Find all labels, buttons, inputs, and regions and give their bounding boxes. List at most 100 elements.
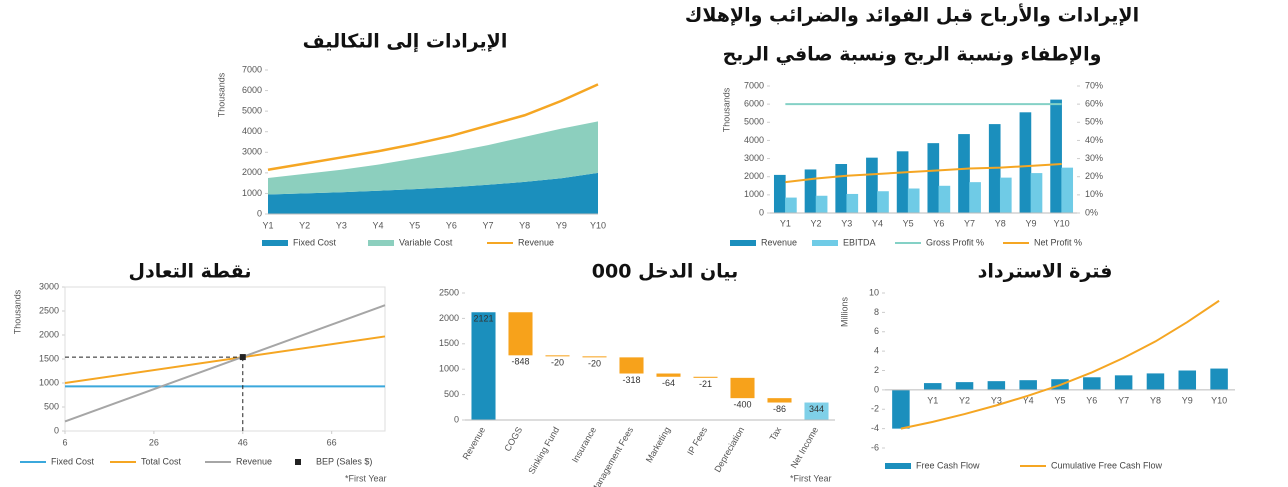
x-tick-label: Y1 — [927, 395, 938, 405]
x-tick-label: Y9 — [1182, 395, 1193, 405]
y-tick-label: 0 — [454, 414, 459, 424]
data-label: -848 — [511, 357, 529, 367]
chart-panel: الإيرادات والأرباح قبل الفوائد والضرائب … — [685, 4, 1139, 248]
x-tick-label: Y1 — [262, 220, 273, 230]
bar — [1114, 375, 1133, 390]
bar — [938, 185, 951, 213]
x-tick-label: Y10 — [1054, 218, 1070, 228]
data-label: -400 — [733, 400, 751, 410]
bar — [896, 151, 909, 213]
bar — [1210, 368, 1228, 390]
x-tick-label: Sinking Fund — [526, 425, 561, 476]
legend-swatch — [295, 459, 301, 465]
data-label: -318 — [622, 375, 640, 385]
x-tick-label: Y6 — [933, 218, 944, 228]
x-tick-label: Y4 — [372, 220, 383, 230]
x-tick-label: 66 — [327, 437, 337, 447]
y-tick-label: 6 — [874, 326, 879, 336]
y-tick-label: 2000 — [744, 171, 764, 181]
x-tick-label: Y7 — [1118, 395, 1129, 405]
chart-title: فترة الاسترداد — [978, 261, 1113, 283]
bar — [835, 164, 848, 213]
bar — [846, 193, 859, 213]
area — [268, 172, 598, 214]
y-tick-label: 2000 — [439, 313, 459, 323]
chart-panel: الإيرادات إلى التكاليف Thousands 0 1000 2000… — [216, 31, 606, 248]
legend-label: Revenue — [236, 456, 272, 466]
x-tick-label: IP Fees — [685, 425, 709, 457]
bar — [999, 177, 1012, 213]
y-tick-label: 1000 — [242, 188, 262, 198]
legend-label: Net Profit % — [1034, 237, 1082, 247]
x-tick-label: Y7 — [964, 218, 975, 228]
x-tick-label: Insurance — [570, 425, 598, 464]
bar — [1030, 173, 1043, 213]
legend-swatch — [262, 240, 288, 246]
x-tick-label: Y5 — [1054, 395, 1065, 405]
x-tick-label: Net Income — [789, 425, 821, 470]
y-tick-label: 3000 — [39, 281, 59, 291]
y-tick-label: 1000 — [39, 377, 59, 387]
y2-tick-label: 10% — [1085, 189, 1103, 199]
legend-label: Fixed Cost — [293, 237, 337, 247]
legend-swatch — [812, 240, 838, 246]
x-tick-label: Y2 — [811, 218, 822, 228]
bar — [969, 182, 981, 213]
legend-label: Free Cash Flow — [916, 460, 980, 470]
y-tick-label: 0 — [257, 208, 262, 218]
x-tick-label: Y4 — [1023, 395, 1034, 405]
chart-title: بيان الدخل 000 — [592, 261, 738, 283]
y-tick-label: 2000 — [242, 167, 262, 177]
y-tick-label: 6000 — [242, 85, 262, 95]
bar — [1083, 377, 1101, 390]
y-axis-title: Thousands — [721, 87, 731, 132]
y-tick-label: 1500 — [439, 338, 459, 348]
legend-label: Fixed Cost — [51, 456, 95, 466]
chart-title: الإيرادات والأرباح قبل الفوائد والضرائب … — [685, 4, 1139, 27]
y-tick-label: 8 — [874, 307, 879, 317]
legend-label: Variable Cost — [399, 237, 453, 247]
y-tick-label: 2500 — [439, 287, 459, 297]
legend-label: EBITDA — [843, 237, 876, 247]
x-tick-label: Y9 — [1025, 218, 1036, 228]
y-tick-label: 500 — [444, 389, 459, 399]
y-tick-label: 10 — [869, 287, 879, 297]
bar — [471, 312, 496, 420]
x-tick-label: Y5 — [903, 218, 914, 228]
chart-panel: بيان الدخل 000 *First Year 0 500 1000 1500 200… — [439, 261, 835, 487]
line — [900, 299, 1220, 430]
data-label: -20 — [551, 358, 564, 368]
y-tick-label: 1500 — [39, 353, 59, 363]
y2-tick-label: 20% — [1085, 171, 1103, 181]
y-tick-label: 2500 — [39, 305, 59, 315]
line — [64, 335, 386, 384]
x-tick-label: 46 — [238, 437, 248, 447]
y-tick-label: 5000 — [744, 117, 764, 127]
bar — [1050, 99, 1062, 213]
x-tick-label: Tax — [768, 425, 784, 443]
line — [64, 304, 386, 423]
bar — [1019, 380, 1037, 390]
y-tick-label: 4000 — [242, 126, 262, 136]
x-tick-label: Y3 — [336, 220, 347, 230]
x-tick-label: Y8 — [1150, 395, 1161, 405]
plot-frame — [64, 286, 386, 432]
bar — [545, 355, 570, 357]
x-tick-label: 26 — [149, 437, 159, 447]
y-tick-label: 0 — [54, 425, 59, 435]
y-tick-label: 0 — [874, 384, 879, 394]
bar — [1019, 112, 1032, 213]
x-tick-label: Y8 — [995, 218, 1006, 228]
y-axis-title: Thousands — [216, 72, 226, 117]
bar — [656, 373, 681, 377]
bar — [1178, 370, 1197, 390]
legend-label: Cumulative Free Cash Flow — [1051, 460, 1163, 470]
chart-panel: نقطة التعادل Thousands *First Year 0 500 1000… — [12, 261, 386, 484]
area — [268, 121, 598, 195]
data-label: -64 — [662, 378, 675, 388]
data-label: -21 — [699, 379, 712, 389]
x-tick-label: Marketing — [644, 425, 672, 464]
bar — [730, 377, 755, 399]
line — [785, 163, 1062, 184]
